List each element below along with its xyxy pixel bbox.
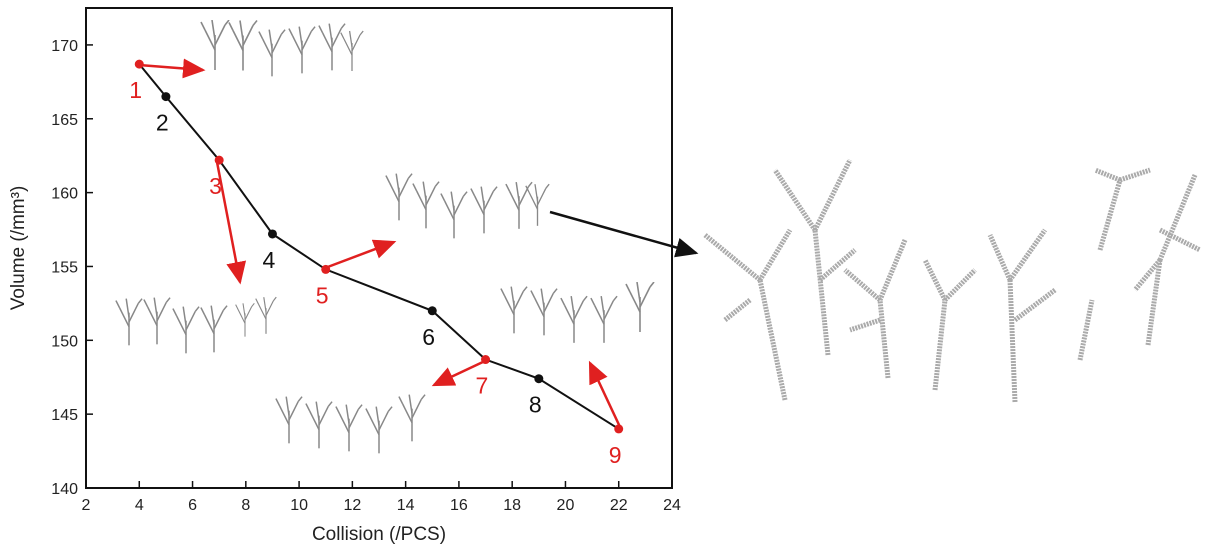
point-label: 4 — [262, 247, 275, 273]
arrows — [138, 58, 699, 428]
y-tick-label: 140 — [51, 481, 78, 498]
data-point — [267, 229, 277, 239]
x-tick-label: 18 — [503, 497, 521, 514]
data-point — [481, 355, 491, 365]
data-point — [161, 92, 171, 102]
x-tick-label: 6 — [188, 497, 197, 514]
data-point — [214, 155, 224, 165]
y-tick-label: 145 — [51, 407, 78, 424]
y-axis-label: Volume (/mm³) — [8, 186, 29, 311]
y-tick-label: 165 — [51, 112, 78, 129]
data-point — [321, 264, 331, 274]
point-label: 1 — [129, 77, 142, 103]
x-tick-label: 4 — [135, 497, 144, 514]
x-tick-label: 22 — [610, 497, 628, 514]
point-label: 9 — [609, 442, 622, 468]
tree-illustrations — [115, 19, 655, 455]
x-tick-label: 10 — [290, 497, 308, 514]
point-label: 2 — [156, 110, 169, 136]
y-tick-label: 150 — [51, 333, 78, 350]
data-point — [614, 424, 624, 434]
point-label: 8 — [529, 392, 542, 418]
point-label: 6 — [422, 324, 435, 350]
tree-closeup — [703, 158, 1202, 403]
y-tick-label: 170 — [51, 38, 78, 55]
x-tick-label: 20 — [557, 497, 575, 514]
y-tick-label: 160 — [51, 186, 78, 203]
data-point — [534, 374, 544, 384]
data-point — [427, 306, 437, 316]
point-label: 5 — [316, 282, 329, 308]
x-tick-label: 24 — [663, 497, 681, 514]
x-tick-label: 14 — [397, 497, 415, 514]
data-point — [134, 59, 144, 69]
x-tick-label: 2 — [82, 497, 91, 514]
x-tick-label: 16 — [450, 497, 468, 514]
x-tick-label: 8 — [241, 497, 250, 514]
x-axis-label: Collision (/PCS) — [312, 524, 446, 545]
point-label: 3 — [209, 173, 222, 199]
point-label: 7 — [476, 373, 489, 399]
y-tick-label: 155 — [51, 259, 78, 276]
plot-frame — [85, 7, 673, 489]
x-tick-label: 12 — [343, 497, 361, 514]
